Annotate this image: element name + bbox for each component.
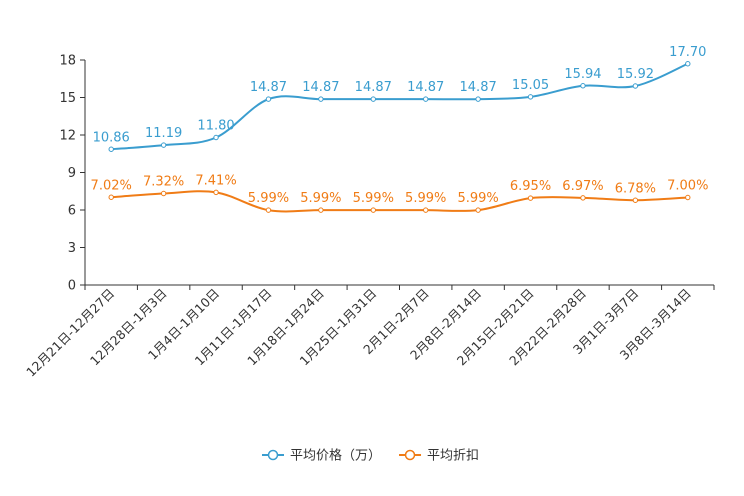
- discount-point: [685, 194, 691, 201]
- axes: 036912151812月21日-12月27日12月28日-1月3日1月4日-1…: [23, 54, 715, 380]
- price-data-label: 15.05: [512, 78, 549, 93]
- price-line: [111, 62, 689, 151]
- y-tick-label: 3: [68, 241, 76, 256]
- price-data-label: 17.70: [669, 45, 706, 60]
- discount-point: [160, 190, 167, 197]
- price-point: [213, 134, 219, 141]
- discount-data-label: 7.41%: [195, 173, 236, 188]
- series-lines: [108, 61, 691, 213]
- price-point: [108, 146, 114, 152]
- discount-point: [580, 195, 586, 201]
- discount-point: [108, 194, 114, 200]
- discount-data-label: 7.00%: [667, 179, 708, 194]
- price-data-label: 14.87: [302, 80, 339, 95]
- discount-data-label: 5.99%: [248, 191, 289, 206]
- price-data-label: 14.87: [460, 80, 497, 95]
- price-point: [685, 61, 691, 67]
- x-tick-label: 12月21日-12月27日: [23, 286, 117, 380]
- price-point: [318, 96, 324, 102]
- y-tick-label: 15: [59, 91, 76, 106]
- discount-point: [632, 197, 639, 203]
- price-point: [370, 96, 376, 102]
- y-tick-label: 9: [68, 166, 76, 181]
- legend-label: 平均折扣: [427, 449, 479, 464]
- legend-label: 平均价格（万）: [290, 448, 381, 464]
- discount-point: [318, 207, 324, 213]
- discount-data-label: 5.99%: [300, 191, 341, 206]
- discount-point: [475, 207, 481, 213]
- discount-data-label: 5.99%: [457, 191, 498, 206]
- discount-data-label: 5.99%: [405, 191, 446, 206]
- price-data-label: 14.87: [407, 80, 444, 95]
- y-tick-label: 12: [59, 129, 76, 144]
- y-tick-label: 6: [68, 204, 76, 219]
- discount-data-label: 5.99%: [353, 191, 394, 206]
- price-data-label: 14.87: [250, 80, 287, 95]
- price-data-label: 11.80: [197, 119, 234, 134]
- discount-point: [370, 207, 376, 213]
- discount-point: [527, 195, 534, 201]
- discount-data-label: 7.02%: [91, 178, 132, 193]
- price-point: [475, 96, 481, 102]
- price-data-label: 15.92: [617, 67, 654, 82]
- price-data-label: 14.87: [355, 80, 392, 95]
- discount-line: [111, 190, 688, 213]
- discount-data-label: 6.97%: [562, 179, 603, 194]
- data-labels: 10.86 11.19 11.80 14.87 14.87 14.87 14.87 14.87…: [91, 45, 709, 206]
- legend-item-discount[interactable]: 平均折扣: [399, 449, 479, 464]
- discount-data-label: 7.32%: [143, 175, 184, 190]
- price-data-label: 15.94: [564, 67, 601, 82]
- discount-point: [423, 207, 429, 213]
- price-point: [527, 94, 534, 100]
- legend-item-price[interactable]: 平均价格（万）: [262, 448, 381, 464]
- price-point: [265, 96, 272, 102]
- legend-marker-icon: [267, 449, 279, 461]
- discount-data-label: 6.95%: [510, 179, 551, 194]
- discount-data-label: 6.78%: [615, 181, 656, 196]
- discount-point: [213, 189, 219, 196]
- legend-marker-icon: [404, 449, 416, 461]
- price-point: [423, 96, 429, 102]
- legend[interactable]: 平均价格（万） 平均折扣: [262, 448, 479, 464]
- price-data-label: 11.19: [145, 126, 182, 141]
- price-point: [160, 142, 167, 148]
- price-point: [632, 83, 639, 89]
- price-point: [580, 83, 586, 89]
- y-tick-label: 18: [59, 54, 76, 69]
- y-tick-label: 0: [68, 279, 76, 294]
- price-data-label: 10.86: [93, 130, 130, 145]
- discount-point: [265, 207, 272, 213]
